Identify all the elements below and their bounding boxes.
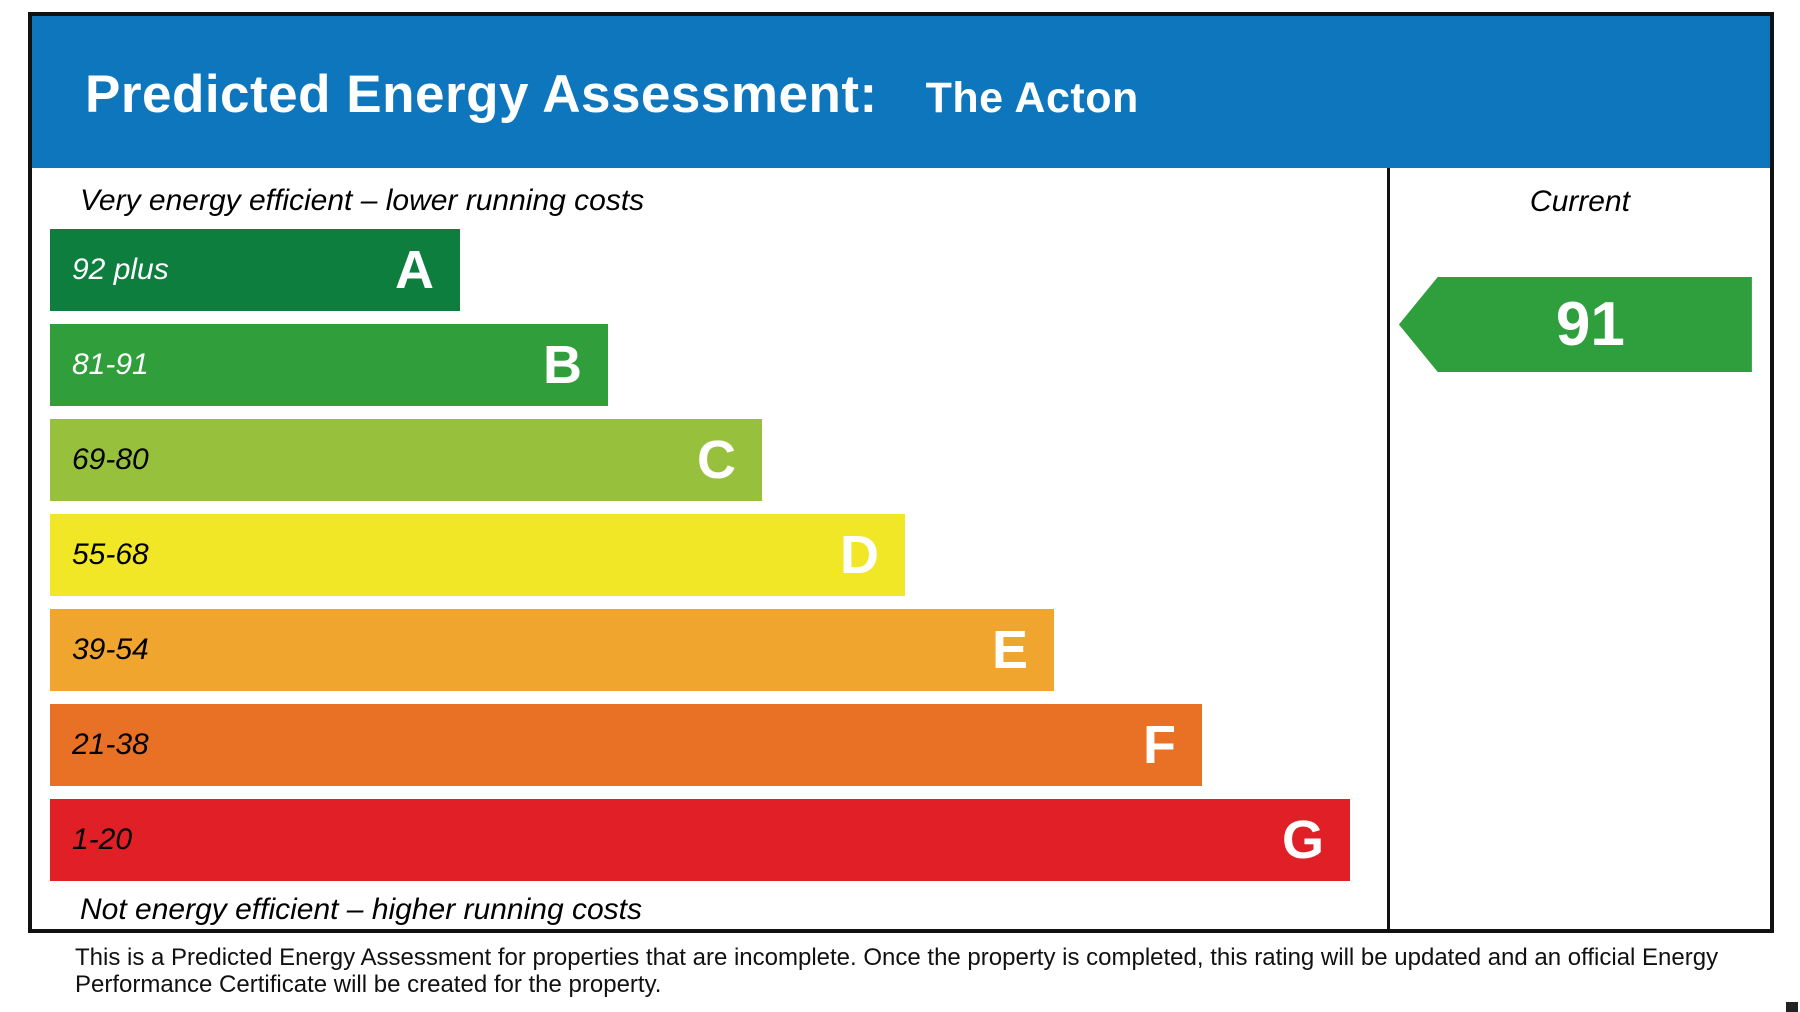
rating-band-f: 21-38 F [50, 704, 1202, 786]
current-rating-value: 91 [1555, 290, 1625, 359]
top-caption: Very energy efficient – lower running co… [80, 184, 645, 217]
band-letter: B [543, 335, 582, 395]
epc-chart-panel: Predicted Energy Assessment: The Acton V… [28, 12, 1774, 933]
band-range-label: 55-68 [72, 538, 149, 571]
band-row: 69-80 C [50, 419, 1387, 501]
rating-band-e: 39-54 E [50, 609, 1054, 691]
band-letter: A [395, 240, 434, 300]
band-range-label: 39-54 [72, 633, 149, 666]
rating-band-a: 92 plus A [50, 229, 460, 311]
chart-body: Very energy efficient – lower running co… [32, 168, 1770, 929]
rating-band-b: 81-91 B [50, 324, 608, 406]
rating-band-d: 55-68 D [50, 514, 905, 596]
band-row: 1-20 G [50, 799, 1387, 881]
chart-title: Predicted Energy Assessment: [85, 65, 878, 124]
bottom-caption: Not energy efficient – higher running co… [80, 893, 642, 926]
current-rating-arrow: 91 [1398, 277, 1752, 372]
band-letter: C [697, 430, 736, 490]
band-row: 21-38 F [50, 704, 1387, 786]
band-letter: G [1281, 810, 1324, 870]
band-range-label: 1-20 [72, 823, 133, 856]
band-letter: E [991, 620, 1028, 680]
band-letter: D [840, 525, 879, 585]
band-range-label: 69-80 [72, 443, 149, 476]
rating-band-g: 1-20 G [50, 799, 1350, 881]
property-name: The Acton [925, 74, 1139, 122]
current-rating-column: Current 91 [1386, 168, 1770, 929]
chart-header: Predicted Energy Assessment: The Acton [32, 16, 1770, 168]
band-letter: F [1143, 715, 1176, 775]
corner-artifact [1786, 1002, 1798, 1012]
rating-bands: 92 plus A 81-91 B 69-80 C 55-68 D 39-54 … [50, 229, 1387, 881]
rating-band-c: 69-80 C [50, 419, 762, 501]
band-range-label: 21-38 [72, 728, 149, 761]
band-row: 39-54 E [50, 609, 1387, 691]
band-row: 92 plus A [50, 229, 1387, 311]
band-row: 81-91 B [50, 324, 1387, 406]
band-row: 55-68 D [50, 514, 1387, 596]
band-range-label: 81-91 [72, 348, 149, 381]
rating-scale-area: Very energy efficient – lower running co… [32, 168, 1387, 929]
band-range-label: 92 plus [72, 253, 169, 286]
current-column-header: Current [1529, 185, 1630, 218]
footer-note: This is a Predicted Energy Assessment fo… [75, 944, 1719, 998]
